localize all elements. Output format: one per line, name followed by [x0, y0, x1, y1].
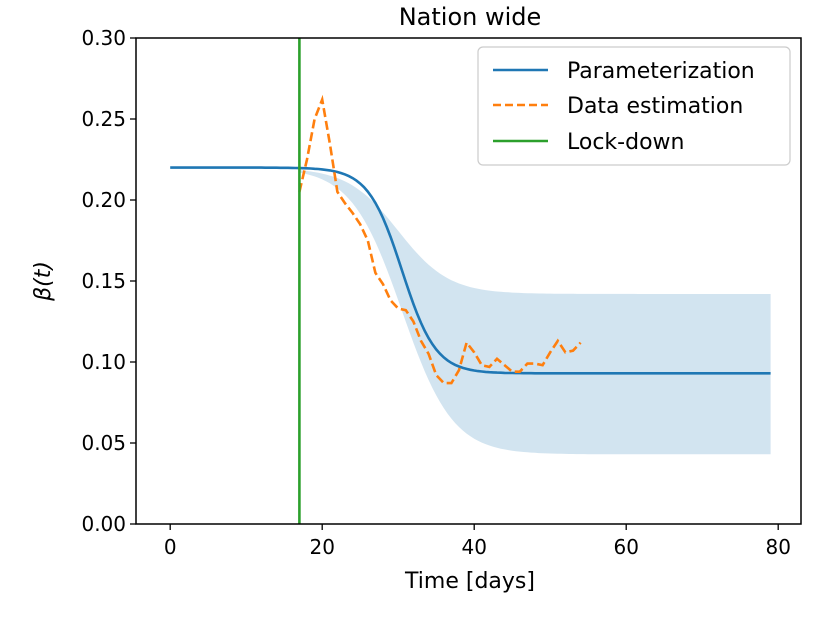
series-layer	[170, 38, 771, 524]
series-data-estimation	[298, 94, 582, 385]
x-tick-label: 80	[765, 535, 790, 559]
x-tick-label: 0	[164, 535, 177, 559]
legend-label-data-estimation: Data estimation	[567, 94, 743, 119]
series-parameterization	[170, 166, 771, 375]
legend-frame	[477, 46, 791, 166]
legend: Parameterization Data estimation Lock-do…	[477, 46, 791, 166]
y-tick-label: 0.10	[81, 350, 126, 374]
legend-label-parameterization: Parameterization	[567, 59, 755, 84]
x-axis: 0 20 40 60 80	[164, 524, 791, 559]
chart-title: Nation wide	[399, 3, 542, 31]
confidence-band	[299, 170, 771, 455]
x-axis-title: Time [days]	[404, 569, 535, 594]
y-tick-label: 0.15	[81, 269, 126, 293]
y-tick-label: 0.05	[81, 431, 126, 455]
y-tick-label: 0.25	[81, 107, 126, 131]
confidence-band-layer	[299, 170, 771, 455]
legend-label-lock-down: Lock-down	[567, 130, 684, 155]
y-axis: 0.00 0.05 0.10 0.15 0.20 0.25 0.30	[81, 26, 136, 536]
y-tick-label: 0.20	[81, 188, 126, 212]
x-tick-label: 20	[309, 535, 334, 559]
y-tick-label: 0.00	[81, 512, 126, 536]
x-tick-label: 40	[461, 535, 486, 559]
y-tick-label: 0.30	[81, 26, 126, 50]
x-tick-label: 60	[613, 535, 638, 559]
y-axis-title: β(t)	[31, 261, 56, 302]
